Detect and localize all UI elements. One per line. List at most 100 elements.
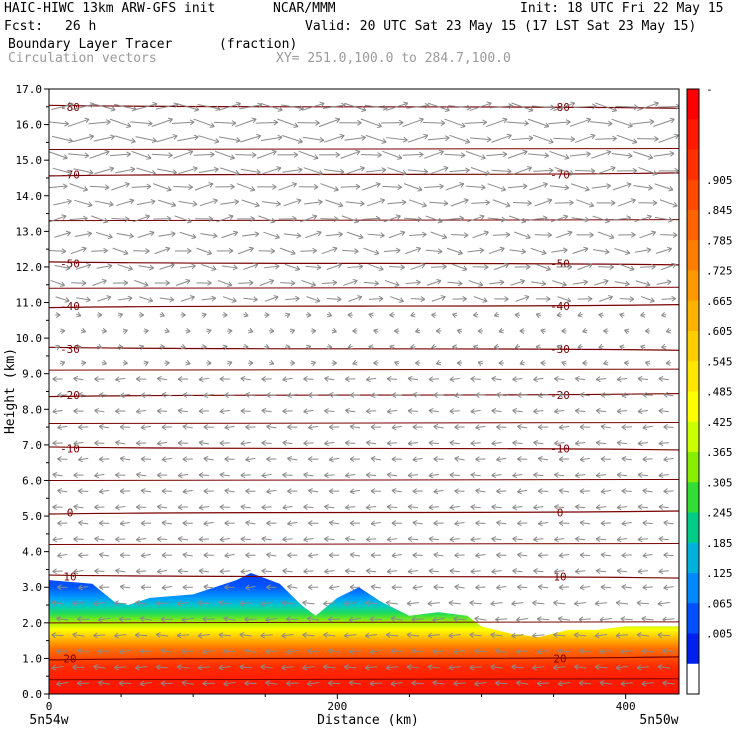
vector-head	[143, 360, 149, 367]
vector-head	[224, 392, 229, 399]
vector-head	[327, 680, 333, 687]
wind-vector	[448, 600, 461, 606]
wind-vector	[323, 632, 336, 638]
vector-head	[208, 182, 214, 188]
vector-head	[457, 280, 463, 287]
wind-vector	[281, 600, 294, 606]
vector-shaft	[51, 634, 64, 637]
vector-head	[324, 440, 329, 447]
wind-vector	[307, 488, 319, 494]
vector-head	[276, 166, 282, 172]
vector-shaft	[93, 103, 116, 111]
vector-shaft	[56, 681, 69, 685]
vector-head	[260, 632, 266, 639]
vector-head	[600, 520, 606, 527]
vector-head	[615, 600, 621, 606]
vector-head	[671, 262, 677, 269]
wind-vector	[57, 424, 68, 431]
vector-head	[625, 249, 631, 256]
vector-shaft	[554, 442, 565, 445]
vector-shaft	[391, 425, 402, 429]
vector-head	[261, 407, 267, 414]
vector-head	[101, 278, 107, 285]
vector-shaft	[366, 538, 377, 541]
vector-head	[386, 536, 392, 543]
colorbar-frame	[686, 88, 700, 695]
vector-head	[454, 488, 459, 495]
vector-head	[107, 263, 113, 270]
wind-vector	[277, 151, 299, 158]
vector-shaft	[49, 185, 68, 189]
vector-shaft	[655, 216, 673, 221]
colorbar-swatch	[687, 573, 699, 604]
vector-shaft	[305, 231, 322, 239]
vector-shaft	[426, 280, 442, 286]
wind-vector	[178, 166, 198, 175]
wind-vector	[177, 376, 189, 382]
vector-head	[498, 360, 504, 366]
vector-shaft	[308, 489, 319, 493]
y-tick-label: 3.0	[22, 581, 42, 594]
vector-head	[72, 664, 77, 671]
vector-head	[594, 632, 600, 639]
vector-shaft	[620, 618, 633, 621]
wind-vector	[349, 488, 361, 495]
vector-shaft	[406, 104, 430, 109]
vector-head	[122, 328, 128, 335]
vector-head	[218, 600, 224, 606]
vector-shaft	[491, 377, 502, 381]
wind-vector	[195, 216, 214, 222]
vector-head	[253, 296, 258, 303]
vector-shaft	[120, 457, 131, 461]
org-label: NCAR/MMM	[273, 1, 336, 16]
wind-vector	[57, 456, 68, 462]
wind-vector	[369, 648, 382, 655]
vector-head	[463, 198, 469, 204]
vector-head	[349, 392, 355, 398]
vector-head	[244, 648, 250, 654]
vector-shaft	[611, 118, 633, 127]
vector-head	[369, 616, 375, 623]
vector-shaft	[157, 505, 168, 509]
vector-head	[558, 552, 564, 559]
wind-vector	[73, 408, 84, 414]
wind-vector	[135, 664, 148, 671]
vector-head	[344, 632, 349, 639]
vector-head	[228, 247, 234, 254]
circulation-vectors	[49, 101, 679, 687]
wind-vector	[134, 279, 149, 287]
vector-head	[470, 440, 476, 447]
vectors-label: Circulation vectors	[8, 51, 157, 66]
vector-shaft	[78, 393, 89, 397]
wind-vector	[138, 312, 145, 318]
wind-vector	[287, 392, 298, 399]
vector-head	[176, 632, 182, 639]
y-tick-label: 13.0	[16, 225, 43, 238]
vector-shaft	[282, 474, 293, 476]
vector-shaft	[215, 150, 235, 159]
vector-head	[619, 344, 625, 351]
wind-vector	[385, 632, 399, 638]
vector-head	[369, 680, 375, 687]
wind-vector	[248, 360, 254, 367]
vector-shaft	[95, 231, 113, 238]
wind-vector	[174, 247, 192, 254]
vector-shaft	[49, 121, 69, 125]
vector-head	[427, 600, 433, 607]
vector-shaft	[282, 570, 293, 573]
vector-shaft	[109, 118, 131, 127]
wind-vector	[224, 552, 235, 559]
vector-shaft	[595, 602, 608, 605]
wind-vector	[409, 231, 427, 238]
vector-head	[620, 648, 626, 655]
vector-head	[460, 122, 466, 129]
wind-vector	[281, 632, 294, 639]
vector-head	[379, 198, 386, 204]
vector-head	[149, 264, 155, 271]
vector-head	[290, 249, 296, 256]
vector-shaft	[642, 554, 653, 557]
wind-vector	[140, 552, 152, 559]
wind-vector	[391, 392, 402, 398]
vector-shaft	[558, 682, 571, 685]
wind-vector	[533, 440, 544, 446]
